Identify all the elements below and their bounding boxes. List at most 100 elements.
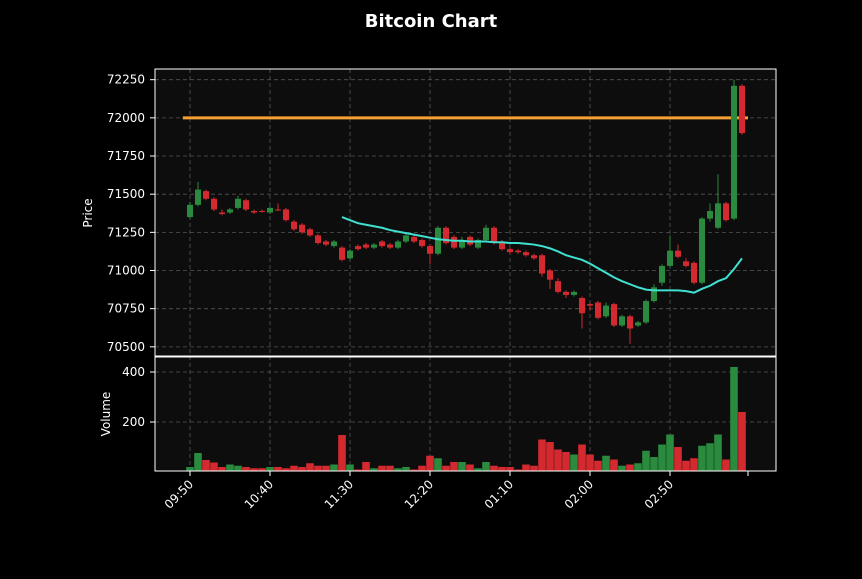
volume-bar <box>602 455 610 471</box>
volume-frame <box>154 356 777 472</box>
y-tick-label: 70750 <box>107 302 145 316</box>
volume-bar <box>386 465 394 471</box>
volume-bar <box>618 465 626 471</box>
candle-body <box>371 244 377 248</box>
candle-body <box>579 297 585 314</box>
candle-body <box>603 305 609 317</box>
candle-body <box>699 218 705 283</box>
candle-body <box>723 203 729 221</box>
volume-bar <box>586 454 594 471</box>
volume-bar <box>490 465 498 471</box>
candle-body <box>627 316 633 329</box>
moving-average-line <box>341 216 743 294</box>
volume-bar <box>738 412 746 471</box>
candle-body <box>451 236 457 248</box>
volume-bar <box>426 455 434 471</box>
candle-body <box>555 281 561 292</box>
candle-body <box>243 200 249 210</box>
candle-body <box>283 209 289 221</box>
candle-body <box>187 204 193 218</box>
candle-body <box>331 241 337 247</box>
candle-body <box>739 85 745 134</box>
volume-bar <box>674 447 682 471</box>
volume-bar <box>474 468 482 471</box>
candle-body <box>539 255 545 274</box>
volume-bar <box>314 465 322 471</box>
candle-body <box>339 247 345 260</box>
volume-bar <box>506 467 514 471</box>
volume-bar <box>554 449 562 471</box>
candle-body <box>275 209 281 211</box>
y-tick-label: 72250 <box>107 73 145 87</box>
volume-bar <box>298 467 306 471</box>
volume-bar <box>266 467 274 471</box>
volume-bar <box>466 464 474 471</box>
volume-bar <box>690 458 698 471</box>
candle-body <box>587 304 593 306</box>
volume-bar <box>362 462 370 471</box>
volume-bar <box>186 467 194 471</box>
price-frame <box>154 68 777 357</box>
volume-bar <box>338 435 346 471</box>
volume-bar <box>210 462 218 471</box>
candle-body <box>203 191 209 199</box>
volume-bar <box>522 464 530 471</box>
x-tick-label: 01:10 <box>482 477 516 511</box>
volume-bar <box>578 444 586 471</box>
candle-body <box>195 189 201 205</box>
candle-body <box>427 246 433 254</box>
volume-bar <box>498 467 506 471</box>
volume-bar <box>226 464 234 471</box>
candle-body <box>395 241 401 248</box>
x-tick-label: 10:40 <box>242 477 276 511</box>
x-tick-label: 02:00 <box>562 477 596 511</box>
candle-body <box>459 239 465 248</box>
volume-bar <box>714 434 722 471</box>
volume-bar <box>194 453 202 471</box>
volume-bar <box>290 465 298 471</box>
y-tick-label: 71250 <box>107 225 145 239</box>
volume-bar <box>370 468 378 471</box>
y-tick-label: 71750 <box>107 149 145 163</box>
candle-body <box>507 249 513 253</box>
candle-body <box>667 250 673 266</box>
candle-body <box>363 244 369 248</box>
volume-bar <box>530 465 538 471</box>
candle-body <box>347 250 353 259</box>
candle-body <box>571 291 577 295</box>
volume-bar <box>658 444 666 471</box>
candle-body <box>619 316 625 326</box>
volume-bar <box>202 460 210 471</box>
volume-bar <box>538 439 546 471</box>
candle-body <box>219 212 225 215</box>
candle-body <box>299 224 305 233</box>
volume-bar <box>706 443 714 471</box>
candle-body <box>315 235 321 244</box>
volume-bar <box>442 465 450 471</box>
volume-tick-label: 200 <box>122 415 145 429</box>
candle-body <box>267 207 273 213</box>
volume-bar <box>274 467 282 471</box>
volume-axis-label: Volume <box>99 392 113 437</box>
volume-bar <box>570 454 578 471</box>
candle-body <box>563 291 569 295</box>
y-tick-label: 71500 <box>107 187 145 201</box>
candle-body <box>211 198 217 210</box>
volume-bar <box>250 468 258 471</box>
candle-body <box>227 209 233 213</box>
candle-body <box>355 246 361 250</box>
x-tick-label: 02:50 <box>642 477 676 511</box>
plot-background <box>155 69 776 471</box>
candle-body <box>379 241 385 247</box>
volume-bar <box>594 460 602 471</box>
volume-bar <box>514 469 522 471</box>
volume-bar <box>634 463 642 471</box>
volume-bar <box>482 462 490 471</box>
volume-bar <box>242 467 250 471</box>
x-tick-label: 12:20 <box>402 477 436 511</box>
volume-bar <box>354 469 362 471</box>
candle-body <box>435 227 441 254</box>
y-tick-label: 72000 <box>107 111 145 125</box>
volume-bar <box>306 463 314 471</box>
